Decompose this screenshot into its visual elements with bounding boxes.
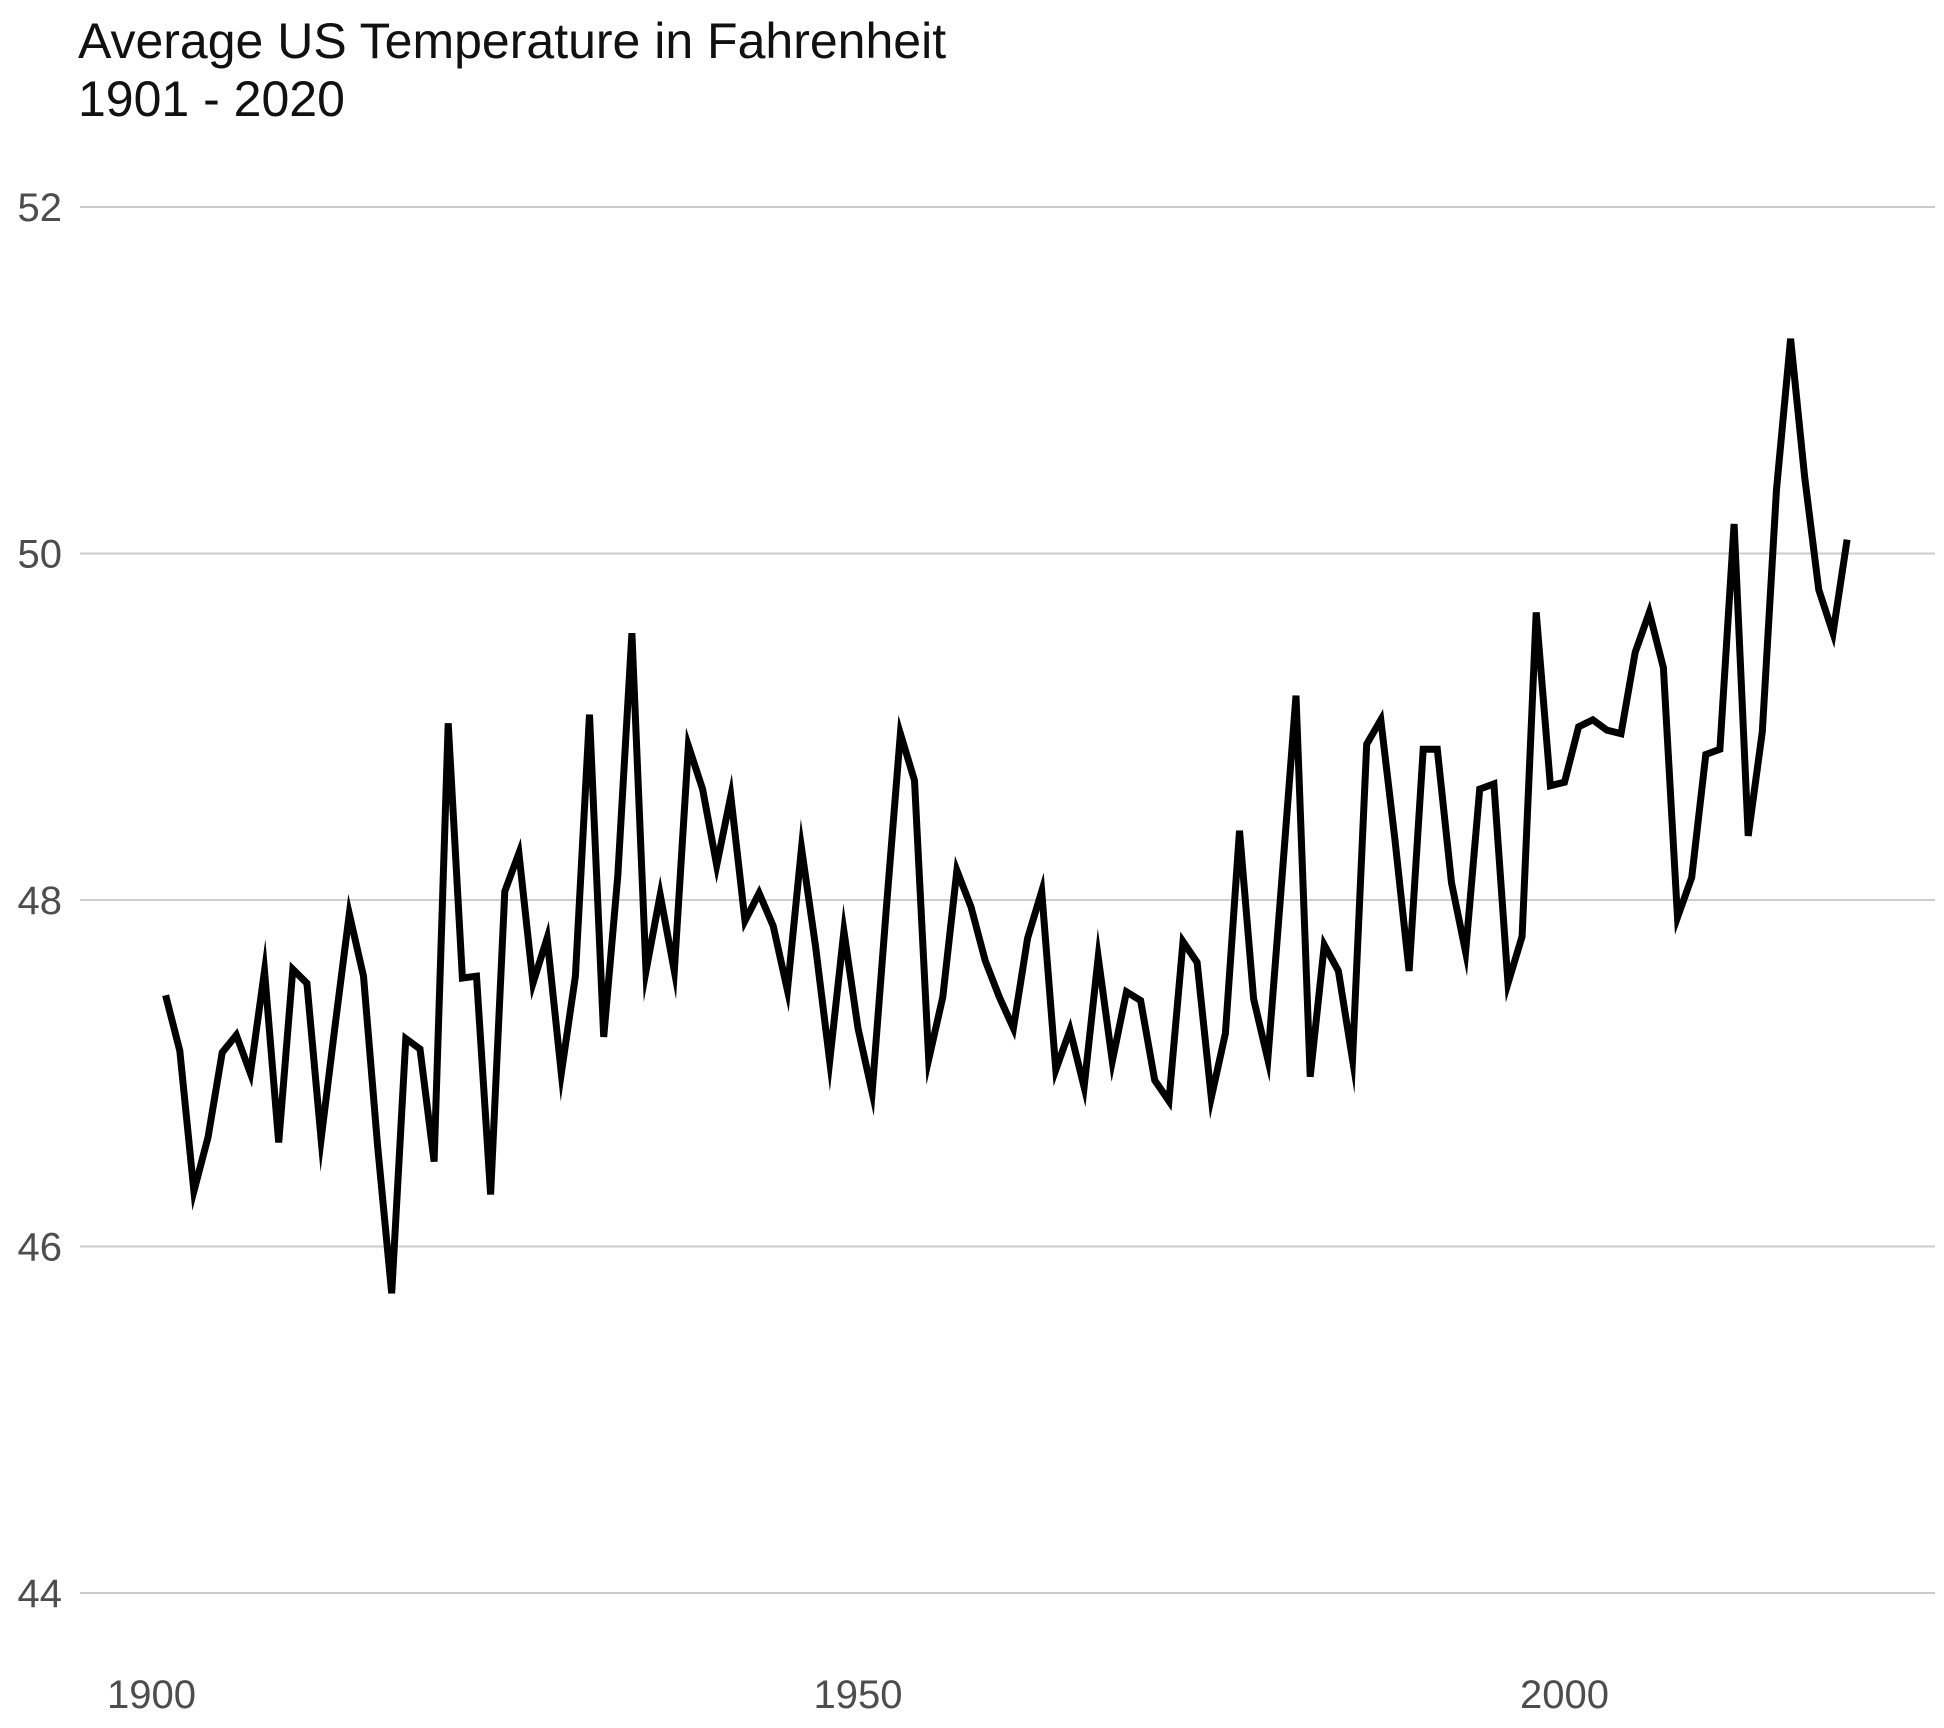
- x-tick-label: 1950: [814, 1673, 903, 1717]
- y-tick-label: 48: [18, 879, 63, 923]
- y-axis-tick-labels: 44 46 48 50 52: [18, 186, 63, 1616]
- chart-title-block: Average US Temperature in Fahrenheit 190…: [78, 12, 946, 128]
- x-axis-tick-labels: 1900 1950 2000: [107, 1673, 1609, 1717]
- y-tick-label: 46: [18, 1226, 63, 1270]
- x-tick-label: 2000: [1520, 1673, 1609, 1717]
- temperature-series-line: [162, 338, 1851, 1294]
- y-tick-label: 50: [18, 533, 63, 577]
- grid-lines: [80, 206, 1935, 1594]
- x-tick-label: 1900: [107, 1673, 196, 1717]
- y-tick-label: 52: [18, 186, 63, 230]
- series-group: [162, 338, 1851, 1294]
- chart-subtitle: 1901 - 2020: [78, 71, 345, 127]
- y-tick-label: 44: [18, 1572, 63, 1616]
- chart-title: Average US Temperature in Fahrenheit: [78, 13, 947, 69]
